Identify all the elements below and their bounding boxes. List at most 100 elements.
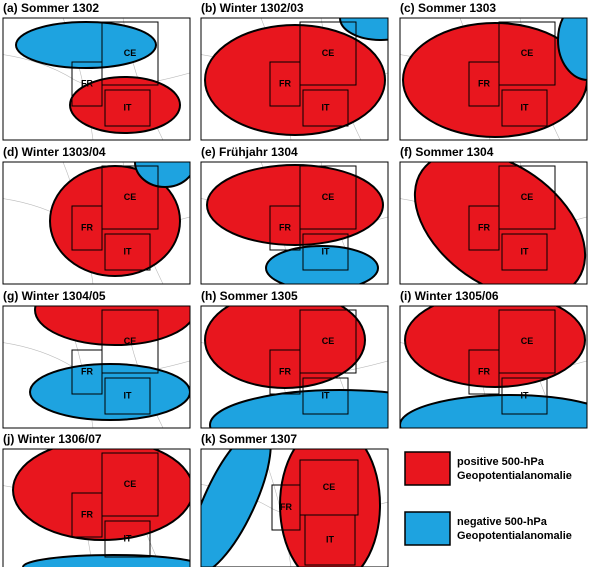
region-box [501, 233, 548, 271]
negative-anomaly [201, 449, 272, 567]
region-box [101, 165, 159, 230]
map-panel: CE FR IT [200, 161, 389, 285]
region-box [468, 205, 500, 251]
map-frame [399, 161, 588, 285]
region-label: FR [478, 78, 490, 88]
region-box [71, 349, 103, 395]
map-frame [2, 161, 191, 285]
region-label: FR [279, 78, 291, 88]
legend-label: Geopotentialanomalie [457, 530, 572, 542]
region-label: FR [81, 366, 93, 376]
positive-anomaly [204, 24, 386, 136]
panel-title: (j) Winter 1306/07 [3, 432, 102, 446]
region-box [299, 21, 357, 86]
region-label: IT [322, 390, 331, 400]
region-box [468, 349, 500, 395]
region-box [299, 165, 357, 230]
region-box [269, 349, 301, 395]
positive-anomaly [206, 164, 384, 246]
region-label: CE [124, 48, 137, 58]
legend-label: Geopotentialanomalie [457, 470, 572, 482]
region-label: CE [124, 192, 137, 202]
region-box [71, 492, 103, 538]
map-frame [2, 448, 191, 567]
region-label: CE [322, 336, 335, 346]
region-box [468, 61, 500, 107]
negative-anomaly [15, 21, 157, 69]
region-box [71, 205, 103, 251]
legend-swatch [404, 511, 451, 546]
panel-title: (k) Sommer 1307 [201, 432, 297, 446]
map-frame [2, 17, 191, 141]
region-label: CE [521, 336, 534, 346]
region-box [269, 61, 301, 107]
positive-anomaly [413, 162, 587, 284]
map-frame [200, 305, 389, 429]
region-box [269, 205, 301, 251]
map-panel: CE FR IT [2, 161, 191, 285]
region-box [101, 309, 159, 374]
map-frame [399, 17, 588, 141]
map-content: CE FR IT [400, 162, 587, 284]
region-label: IT [124, 390, 133, 400]
region-box [501, 89, 548, 127]
region-box [101, 452, 159, 517]
region-box [101, 21, 159, 86]
region-label: IT [124, 246, 133, 256]
map-content: CE FR IT [400, 306, 587, 428]
map-panel: CE FR IT [2, 17, 191, 141]
map-content: CE FR IT [3, 306, 190, 428]
panel-title: (e) Frühjahr 1304 [201, 145, 298, 159]
region-label: IT [521, 102, 530, 112]
map-content: CE FR IT [201, 162, 388, 284]
region-label: FR [81, 78, 93, 88]
negative-anomaly [209, 389, 388, 428]
region-box [302, 89, 349, 127]
region-label: FR [279, 222, 291, 232]
map-panel: CE FR IT [200, 305, 389, 429]
positive-anomaly [12, 449, 190, 541]
map-frame [200, 17, 389, 141]
negative-anomaly [29, 363, 190, 421]
region-label: CE [124, 336, 137, 346]
map-content: CE FR IT [201, 18, 388, 140]
map-panel: CE FR IT [2, 448, 191, 567]
map-content: CE FR IT [3, 18, 190, 140]
region-box [104, 377, 151, 415]
region-box [498, 165, 556, 230]
panel-title: (b) Winter 1302/03 [201, 1, 304, 15]
map-frame [399, 305, 588, 429]
region-label: IT [521, 390, 530, 400]
region-label: FR [478, 222, 490, 232]
panel-title: (i) Winter 1305/06 [400, 289, 499, 303]
map-frame [2, 305, 191, 429]
map-frame [200, 161, 389, 285]
positive-anomaly [34, 306, 190, 346]
panel-title: (a) Sommer 1302 [3, 1, 99, 15]
map-content: CE FR IT [3, 449, 190, 567]
map-panel: CE FR IT [200, 17, 389, 141]
positive-anomaly [204, 306, 366, 389]
region-box [302, 233, 349, 271]
panel-title: (f) Sommer 1304 [400, 145, 494, 159]
region-label: IT [322, 102, 331, 112]
map-panel: CE FR IT [399, 161, 588, 285]
region-box [304, 514, 356, 566]
legend-label: negative 500-hPa [457, 516, 548, 528]
region-label: IT [326, 534, 335, 544]
negative-anomaly [265, 245, 379, 284]
positive-anomaly [402, 22, 587, 138]
region-label: CE [322, 48, 335, 58]
region-box [71, 61, 103, 107]
positive-anomaly [279, 449, 381, 567]
region-label: CE [323, 482, 336, 492]
region-label: IT [124, 533, 133, 543]
map-content: CE FR IT [201, 306, 388, 428]
negative-anomaly [134, 162, 190, 188]
region-label: CE [322, 192, 335, 202]
region-label: IT [521, 246, 530, 256]
region-label: FR [279, 366, 291, 376]
region-box [104, 520, 151, 558]
